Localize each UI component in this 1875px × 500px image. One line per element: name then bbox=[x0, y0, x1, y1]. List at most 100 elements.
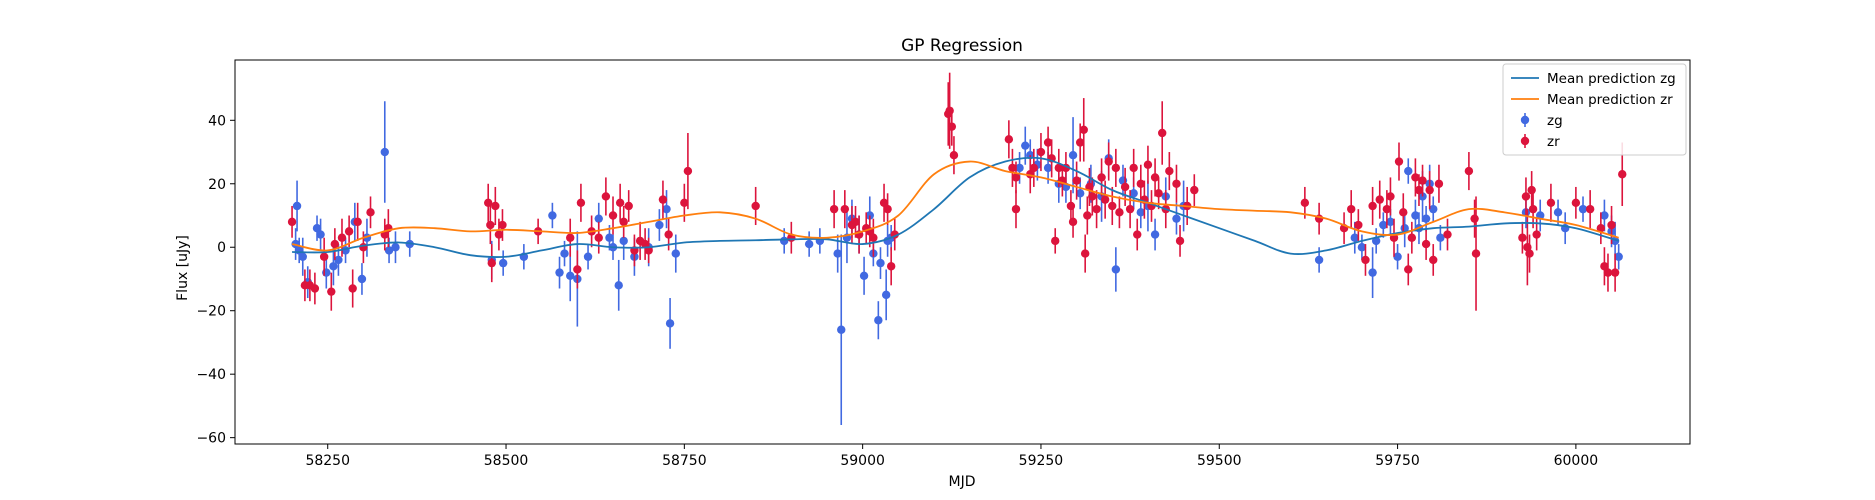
point-zr bbox=[1382, 204, 1392, 214]
point-zg bbox=[1129, 189, 1138, 198]
point-zr bbox=[1054, 163, 1063, 173]
point-zg bbox=[1404, 166, 1413, 176]
point-zr bbox=[1404, 265, 1413, 274]
legend-box bbox=[1502, 63, 1687, 156]
point-zr bbox=[640, 239, 650, 249]
y-tick-label: −40 bbox=[196, 367, 226, 383]
point-zr bbox=[594, 233, 603, 242]
point-zg bbox=[1600, 211, 1609, 220]
y-tick-label: 20 bbox=[208, 177, 226, 193]
point-zr bbox=[751, 201, 760, 211]
plot-frame bbox=[234, 59, 1691, 445]
point-zr bbox=[1154, 189, 1163, 198]
point-zr bbox=[1607, 220, 1616, 230]
x-tick-label: 59750 bbox=[1375, 453, 1420, 469]
line-mean-prediction-zg bbox=[292, 156, 1619, 258]
point-zr bbox=[1143, 160, 1153, 169]
point-zr bbox=[1080, 249, 1090, 258]
point-zr bbox=[1421, 239, 1431, 249]
y-axis: −60 −40 −20 0 20 40 bbox=[196, 113, 235, 447]
point-zg bbox=[804, 239, 814, 249]
point-zg bbox=[1386, 217, 1395, 227]
point-zr bbox=[615, 198, 625, 208]
point-zg bbox=[1436, 233, 1445, 242]
plot-area bbox=[234, 59, 1691, 445]
point-zr bbox=[483, 198, 493, 208]
point-zg bbox=[312, 223, 322, 233]
point-zr bbox=[1596, 223, 1606, 233]
point-zg bbox=[1150, 230, 1160, 239]
legend-item: Mean prediction zr bbox=[1511, 92, 1673, 108]
point-zr bbox=[1111, 163, 1121, 173]
point-zr bbox=[879, 198, 889, 208]
point-zr bbox=[1129, 163, 1138, 173]
point-zg bbox=[1136, 208, 1146, 217]
point-zr bbox=[1300, 198, 1310, 208]
point-zg bbox=[329, 262, 338, 271]
point-zg bbox=[614, 281, 623, 290]
point-zg bbox=[1111, 265, 1121, 274]
point-zr bbox=[1100, 195, 1110, 204]
x-tick-label: 59250 bbox=[1019, 453, 1064, 469]
point-zr bbox=[1418, 176, 1427, 185]
point-zr bbox=[1029, 163, 1039, 173]
x-tick-label: 59500 bbox=[1197, 453, 1242, 469]
point-zr bbox=[1361, 255, 1370, 265]
point-zg bbox=[292, 201, 302, 211]
point-zr bbox=[1528, 204, 1538, 214]
point-zg bbox=[671, 249, 680, 258]
point-zg bbox=[605, 233, 614, 242]
point-zg bbox=[1429, 204, 1438, 214]
legend-label: Mean prediction zr bbox=[1547, 92, 1673, 108]
point-zg bbox=[594, 214, 603, 223]
point-zg bbox=[1068, 151, 1078, 160]
y-tick-label: −60 bbox=[196, 431, 226, 447]
point-zg bbox=[1614, 252, 1623, 261]
point-zg bbox=[665, 319, 675, 328]
x-tick-label: 58250 bbox=[305, 453, 350, 469]
point-zr bbox=[851, 217, 860, 227]
point-zg bbox=[1015, 163, 1024, 173]
point-zg bbox=[655, 220, 664, 230]
point-zg bbox=[619, 236, 628, 246]
legend-label: zg bbox=[1547, 113, 1563, 129]
point-zr bbox=[1354, 220, 1363, 230]
point-zr bbox=[1425, 185, 1434, 195]
point-zr bbox=[576, 198, 586, 208]
point-zg bbox=[548, 211, 557, 220]
point-zr bbox=[1600, 262, 1609, 271]
point-zr bbox=[1399, 208, 1408, 217]
point-zr bbox=[1075, 138, 1085, 147]
point-zr bbox=[1546, 198, 1556, 208]
point-zg bbox=[1379, 220, 1388, 230]
point-zr bbox=[1610, 268, 1620, 277]
chart-title: GP Regression bbox=[901, 36, 1023, 56]
x-tick-label: 58750 bbox=[662, 453, 707, 469]
point-zg bbox=[1421, 214, 1431, 223]
point-zg bbox=[380, 147, 389, 157]
point-zg bbox=[334, 255, 343, 265]
point-zg bbox=[555, 268, 564, 277]
point-zr bbox=[1092, 204, 1101, 214]
point-zg bbox=[1314, 255, 1324, 265]
point-zr bbox=[1527, 185, 1536, 195]
point-zr bbox=[287, 217, 297, 227]
point-zr bbox=[1066, 201, 1076, 211]
point-zr bbox=[1158, 128, 1167, 138]
point-zg bbox=[1043, 163, 1053, 173]
point-zg bbox=[298, 252, 307, 261]
point-zr bbox=[949, 151, 959, 160]
point-zg bbox=[357, 274, 367, 284]
legend-item: Mean prediction zg bbox=[1511, 71, 1676, 87]
point-zg bbox=[876, 258, 885, 268]
point-zg bbox=[1411, 211, 1420, 220]
point-zr bbox=[829, 204, 839, 214]
point-zr bbox=[1068, 217, 1078, 227]
point-zr bbox=[1120, 182, 1130, 192]
point-zg bbox=[1075, 189, 1085, 198]
point-zr bbox=[945, 106, 954, 115]
y-tick-label: −20 bbox=[196, 304, 226, 320]
point-zr bbox=[1347, 204, 1356, 214]
point-zg bbox=[1578, 204, 1588, 214]
